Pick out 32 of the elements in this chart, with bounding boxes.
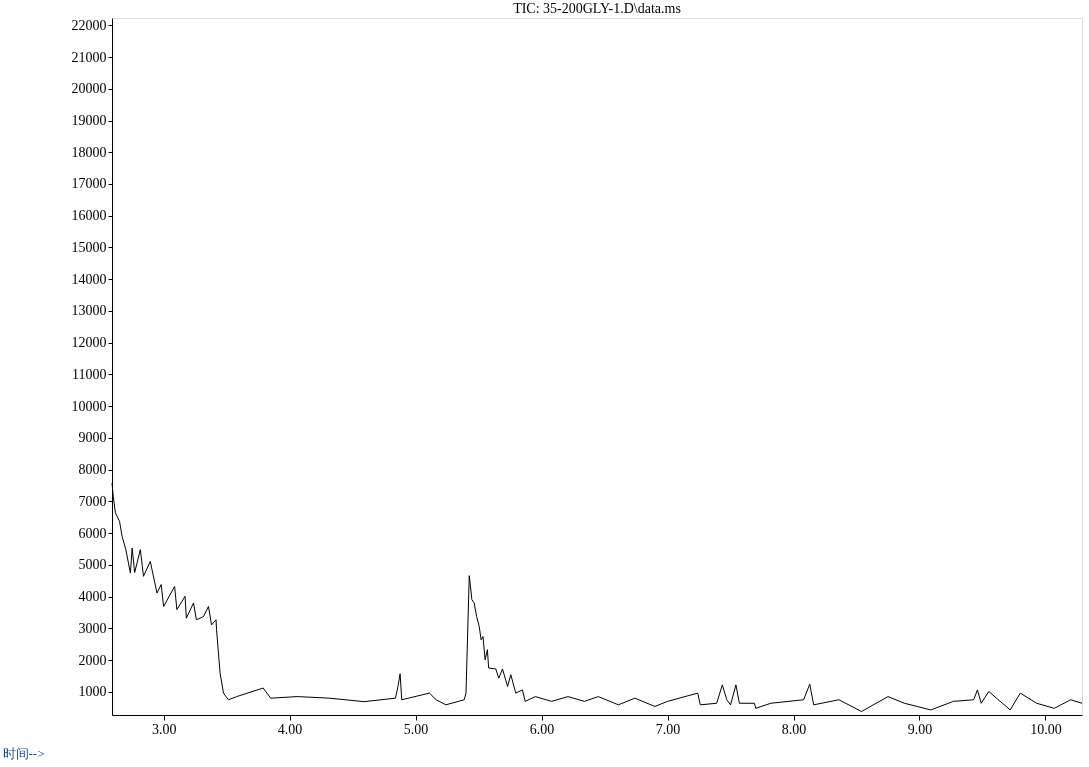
y-tick-label: 5000 bbox=[78, 557, 107, 573]
y-tick-label: 19000 bbox=[71, 113, 107, 129]
y-tick-label: 22000 bbox=[71, 17, 107, 33]
x-tick-label: 3.00 bbox=[151, 721, 177, 737]
y-tick-label: 2000 bbox=[78, 652, 107, 668]
x-tick-label: 8.00 bbox=[781, 721, 807, 737]
y-tick-label: 14000 bbox=[71, 271, 107, 287]
y-tick-label: 13000 bbox=[71, 303, 107, 319]
y-tick-label: 15000 bbox=[71, 239, 107, 255]
y-tick-label: 10000 bbox=[71, 398, 107, 414]
y-tick-label: 11000 bbox=[72, 366, 107, 382]
y-tick-label: 6000 bbox=[78, 525, 107, 541]
y-tick-label: 4000 bbox=[78, 589, 107, 605]
y-tick-label: 1000 bbox=[78, 684, 107, 700]
y-tick-label: 21000 bbox=[71, 49, 107, 65]
x-tick-label: 4.00 bbox=[277, 721, 303, 737]
x-tick-label: 10.00 bbox=[1030, 721, 1062, 737]
y-tick-label: 9000 bbox=[78, 430, 107, 446]
y-tick-label: 7000 bbox=[78, 493, 107, 509]
y-tick-label: 12000 bbox=[71, 335, 107, 351]
y-tick-label: 20000 bbox=[71, 81, 107, 97]
x-tick-label: 7.00 bbox=[655, 721, 681, 737]
x-tick-label: 6.00 bbox=[529, 721, 555, 737]
x-tick-label: 9.00 bbox=[907, 721, 933, 737]
x-tick-label: 5.00 bbox=[403, 721, 429, 737]
y-tick-label: 3000 bbox=[78, 620, 107, 636]
y-tick-label: 8000 bbox=[78, 462, 107, 478]
chart-title: TIC: 35-200GLY-1.D\data.ms bbox=[513, 1, 681, 16]
y-tick-label: 18000 bbox=[71, 144, 107, 160]
y-tick-label: 16000 bbox=[71, 208, 107, 224]
y-tick-label: 17000 bbox=[71, 176, 107, 192]
x-axis-title: 时间--> bbox=[2, 745, 45, 761]
